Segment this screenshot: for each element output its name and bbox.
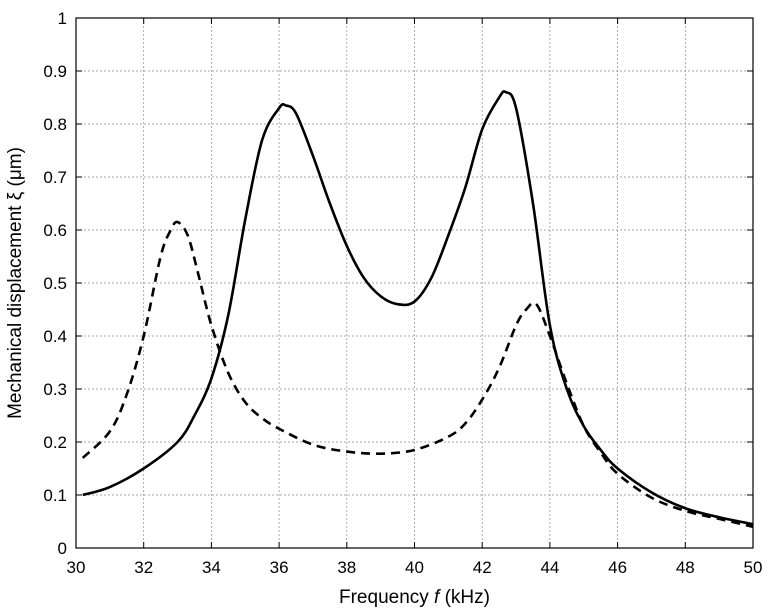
y-tick-label: 0.7 (43, 168, 67, 187)
x-tick-label: 48 (676, 558, 695, 577)
y-tick-label: 0.2 (43, 433, 67, 452)
grid (76, 18, 753, 548)
x-tick-label: 50 (744, 558, 763, 577)
x-tick-label: 34 (202, 558, 221, 577)
x-tick-label: 42 (473, 558, 492, 577)
y-tick-label: 0.5 (43, 274, 67, 293)
y-tick-label: 0.9 (43, 62, 67, 81)
series-line-solid (82, 90, 754, 526)
tick-marks (75, 17, 754, 549)
x-tick-label: 36 (270, 558, 289, 577)
x-tick-label: 44 (540, 558, 559, 577)
x-tick-labels: 30 32 34 36 38 40 42 44 46 48 50 (67, 558, 763, 577)
x-tick-label: 38 (337, 558, 356, 577)
y-tick-labels: 0 0.1 0.2 0.3 0.4 0.5 0.6 0.7 0.8 0.9 1 (43, 9, 67, 558)
y-tick-label: 0 (58, 539, 67, 558)
series-line-dashed (81, 220, 754, 529)
y-tick-label: 0.8 (43, 115, 67, 134)
y-tick-label: 0.6 (43, 221, 67, 240)
x-axis-label: Frequency f (kHz) (339, 587, 490, 608)
series-group (81, 90, 754, 529)
y-axis-label: Mechanical displacement ξ (μm) (5, 147, 26, 419)
x-tick-label: 30 (67, 558, 86, 577)
y-tick-label: 0.1 (43, 486, 67, 505)
x-tick-label: 32 (134, 558, 153, 577)
x-tick-label: 40 (405, 558, 424, 577)
x-tick-label: 46 (608, 558, 627, 577)
x-axis-label-prefix: Frequency (339, 587, 434, 608)
y-tick-label: 0.4 (43, 327, 67, 346)
x-axis-label-symbol: f (434, 587, 441, 608)
x-axis-label-unit: (kHz) (439, 587, 490, 608)
y-tick-label: 0.3 (43, 380, 67, 399)
y-tick-label: 1 (58, 9, 67, 28)
